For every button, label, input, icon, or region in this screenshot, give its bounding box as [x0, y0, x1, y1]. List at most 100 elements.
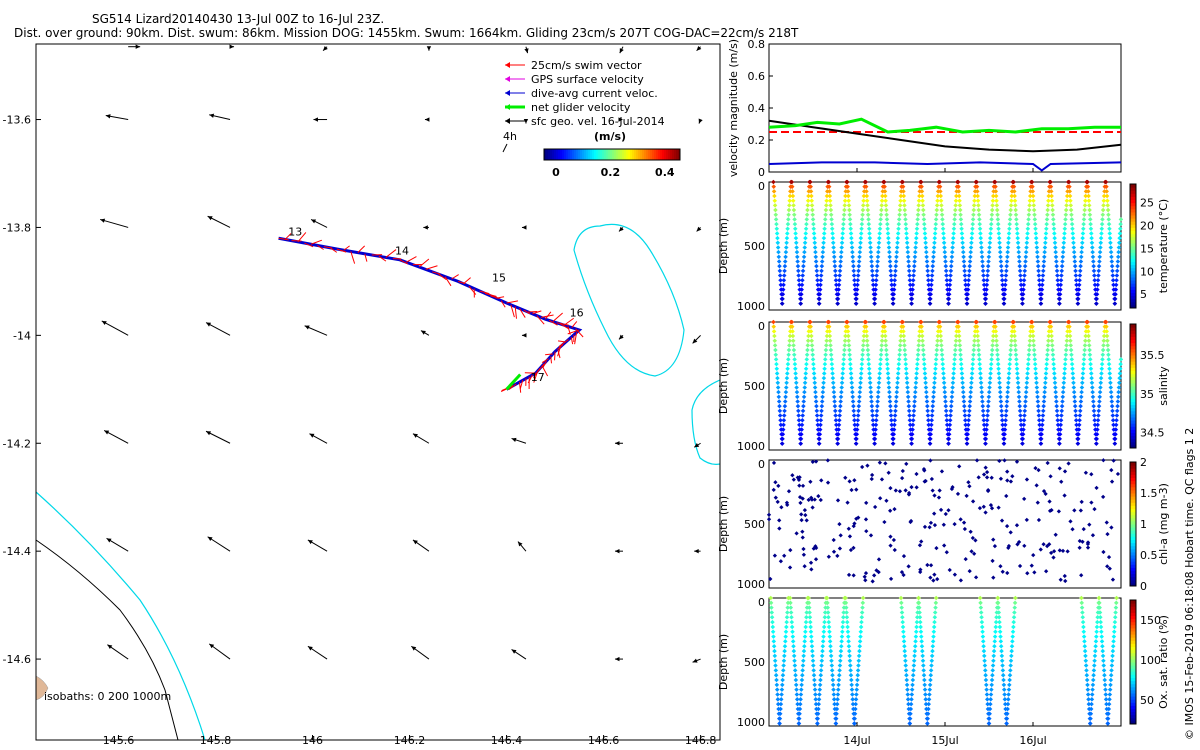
- map-x-tick-label: 146.8: [685, 734, 717, 747]
- temperature-colorbar-frame: [1129, 183, 1137, 309]
- salinity-sample: [801, 394, 807, 400]
- map-colorbar-cell: [552, 149, 555, 160]
- temperature-sample: [1032, 221, 1038, 227]
- temperature-colorbar-cell: [1130, 298, 1136, 303]
- map-colorbar-cell: [568, 149, 571, 160]
- geo-velocity-vector: [101, 320, 129, 336]
- salinity-sample: [845, 324, 850, 329]
- map-colorbar-cell: [558, 149, 561, 160]
- map-colorbar-cell: [560, 149, 563, 160]
- salinity-sample: [839, 389, 844, 395]
- salinity-sample: [831, 385, 836, 390]
- temperature-sample: [1068, 198, 1073, 203]
- temperature-sample: [1072, 263, 1078, 269]
- map-colorbar-cell: [648, 149, 651, 160]
- salinity-colorbar-cell: [1130, 336, 1136, 340]
- salinity-sample: [842, 343, 848, 348]
- salinity-sample: [771, 324, 777, 329]
- temperature-sample: [869, 259, 874, 264]
- salinity-sample: [793, 375, 799, 381]
- temperature-sample: [798, 296, 804, 302]
- salinity-sample: [830, 380, 836, 386]
- salinity-sample: [809, 333, 814, 339]
- salinity-sample: [785, 366, 790, 372]
- temperature-sample: [875, 259, 880, 264]
- temperature-sample: [1029, 179, 1035, 185]
- temperature-sample: [816, 301, 822, 306]
- swim-vector: [563, 317, 575, 326]
- legend-arrowhead: [505, 62, 510, 68]
- temperature-sample: [815, 282, 821, 288]
- oxygen-colorbar-cell: [1130, 699, 1136, 703]
- salinity-sample: [855, 417, 861, 423]
- temperature-sample: [1048, 184, 1054, 189]
- swim-vector: [336, 248, 347, 253]
- temperature-colorbar-cell: [1130, 261, 1136, 266]
- temperature-sample: [986, 259, 991, 264]
- temperature-colorbar-cell: [1130, 221, 1136, 225]
- geo-velocity-arrowhead: [694, 548, 699, 554]
- chla-colorbar-cell: [1130, 471, 1136, 475]
- temperature-sample: [907, 282, 913, 288]
- temperature-colorbar-cell: [1130, 295, 1136, 300]
- geo-velocity-arrowhead: [100, 218, 106, 223]
- geo-velocity-arrowhead: [229, 44, 235, 49]
- temperature-sample: [1054, 263, 1059, 269]
- oxygen-ylabel: Depth (m): [717, 634, 730, 690]
- temperature-sample: [1106, 217, 1112, 222]
- temperature-sample: [855, 273, 861, 278]
- temperature-sample: [1040, 277, 1045, 283]
- temperature-sample: [1036, 277, 1042, 283]
- velocity-series-line: [768, 119, 1122, 153]
- temperature-colorbar-cell: [1130, 252, 1136, 256]
- oxygen-colorbar-cell: [1130, 609, 1136, 613]
- temperature-sample: [814, 268, 820, 274]
- chla-colorbar-cell: [1130, 520, 1136, 525]
- temperature-sample: [892, 273, 898, 278]
- map-colorbar-cell: [594, 149, 597, 160]
- salinity-sample: [794, 385, 799, 390]
- salinity-sample: [836, 427, 841, 432]
- geo-velocity-arrowhead: [209, 113, 215, 118]
- map-colorbar-cell: [672, 149, 675, 160]
- temperature-sample: [1077, 277, 1082, 283]
- temperature-sample: [1071, 240, 1076, 246]
- velocity-axes-frame: [768, 43, 1122, 173]
- swim-vector: [556, 322, 569, 326]
- salinity-sample: [800, 417, 805, 423]
- geo-velocity-arrowhead: [521, 333, 527, 338]
- temperature-sample: [1116, 240, 1122, 246]
- salinity-sample: [848, 371, 854, 376]
- salinity-colorbar-cell: [1130, 324, 1136, 328]
- swim-vector: [571, 321, 578, 328]
- temperature-sample: [1021, 282, 1027, 288]
- salinity-sample: [817, 431, 823, 437]
- map-colorbar-cell: [622, 149, 625, 160]
- temperature-sample: [966, 273, 972, 278]
- chla-colorbar-cell: [1130, 542, 1136, 547]
- salinity-sample: [783, 385, 789, 390]
- swim-vector: [463, 277, 471, 285]
- temperature-sample: [1060, 249, 1066, 255]
- temperature-sample: [1022, 273, 1027, 278]
- salinity-sample: [803, 375, 808, 381]
- swim-vector: [558, 339, 569, 348]
- swim-vector: [425, 265, 438, 270]
- salinity-sample: [822, 357, 828, 362]
- salinity-colorbar-cell: [1130, 404, 1136, 409]
- temperature-y-tick-label: 0: [758, 180, 765, 193]
- salinity-sample: [818, 413, 824, 418]
- temperature-sample: [781, 273, 787, 278]
- salinity-sample: [852, 422, 858, 428]
- temperature-sample: [1107, 235, 1113, 241]
- map-colorbar-cell: [586, 149, 589, 160]
- temperature-sample: [836, 282, 842, 288]
- velocity-ylabel: velocity magnitude (m/s): [727, 39, 740, 177]
- temperature-sample: [835, 296, 841, 302]
- salinity-colorbar-cell: [1130, 367, 1136, 371]
- salinity-sample: [859, 361, 865, 367]
- salinity-colorbar-cell: [1130, 444, 1136, 449]
- temperature-sample: [1112, 301, 1118, 306]
- salinity-colorbar-cell: [1130, 401, 1136, 406]
- temperature-sample: [944, 282, 950, 288]
